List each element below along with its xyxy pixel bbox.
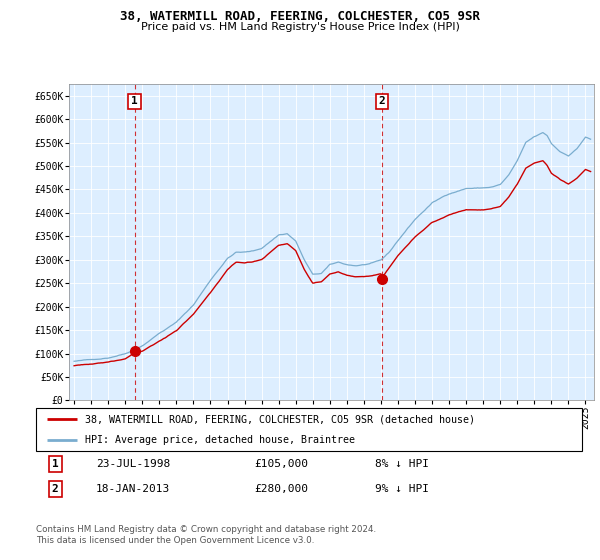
Text: £280,000: £280,000 [254, 484, 308, 494]
Text: 38, WATERMILL ROAD, FEERING, COLCHESTER, CO5 9SR (detached house): 38, WATERMILL ROAD, FEERING, COLCHESTER,… [85, 414, 475, 424]
Text: 23-JUL-1998: 23-JUL-1998 [96, 459, 170, 469]
Text: HPI: Average price, detached house, Braintree: HPI: Average price, detached house, Brai… [85, 435, 355, 445]
Text: 1: 1 [52, 459, 58, 469]
Text: 9% ↓ HPI: 9% ↓ HPI [374, 484, 428, 494]
Text: 1: 1 [131, 96, 138, 106]
Text: Contains HM Land Registry data © Crown copyright and database right 2024.
This d: Contains HM Land Registry data © Crown c… [36, 525, 376, 545]
Text: 38, WATERMILL ROAD, FEERING, COLCHESTER, CO5 9SR: 38, WATERMILL ROAD, FEERING, COLCHESTER,… [120, 10, 480, 23]
Text: 2: 2 [379, 96, 385, 106]
Text: Price paid vs. HM Land Registry's House Price Index (HPI): Price paid vs. HM Land Registry's House … [140, 22, 460, 32]
Text: £105,000: £105,000 [254, 459, 308, 469]
Text: 2: 2 [52, 484, 58, 494]
Text: 18-JAN-2013: 18-JAN-2013 [96, 484, 170, 494]
Text: 8% ↓ HPI: 8% ↓ HPI [374, 459, 428, 469]
